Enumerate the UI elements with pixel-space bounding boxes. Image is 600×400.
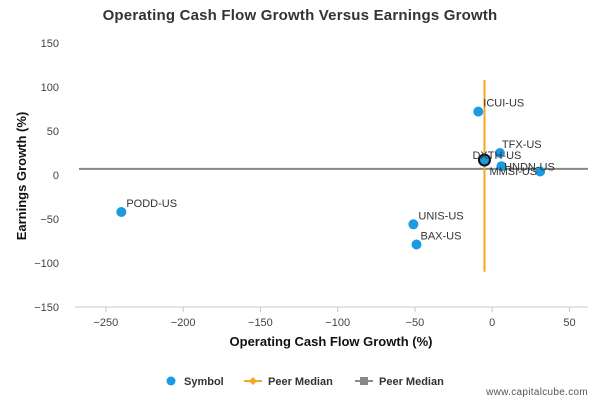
- point-label: DXTH-US: [472, 150, 521, 162]
- x-axis-label: Operating Cash Flow Growth (%): [230, 334, 433, 349]
- data-point: [496, 161, 507, 172]
- y-tick-label: 0: [53, 170, 59, 182]
- legend-label-peer-median-y: Peer Median: [379, 376, 444, 388]
- data-point: [408, 219, 419, 230]
- y-tick-label: −50: [40, 214, 59, 226]
- y-tick-label: 50: [47, 126, 59, 138]
- legend: Symbol Peer Median Peer Median: [166, 376, 444, 388]
- data-point: [494, 148, 505, 158]
- legend-label-symbol: Symbol: [184, 376, 224, 388]
- x-tick-label: 0: [489, 317, 495, 329]
- data-point: [411, 239, 422, 250]
- data-point: [116, 206, 127, 217]
- point-label: HNDN-US: [504, 161, 555, 173]
- chart-title: Operating Cash Flow Growth Versus Earnin…: [102, 7, 498, 24]
- y-axis-label: Earnings Growth (%): [14, 112, 29, 241]
- y-tick-label: 150: [41, 38, 59, 50]
- legend-label-peer-median-x: Peer Median: [268, 376, 333, 388]
- x-tick-label: −200: [171, 317, 196, 329]
- axes-layer: −250 −200 −150 −100 −50 0 50 −150 −100 −50 0 50 100 1…: [34, 38, 588, 329]
- x-tick-label: 50: [563, 317, 575, 329]
- data-point: [479, 155, 490, 166]
- legend-peer-median-x-diamond: [249, 377, 257, 385]
- data-point: [473, 106, 484, 117]
- credit-text: www.capitalcube.com: [485, 387, 588, 398]
- x-tick-label: −100: [325, 317, 350, 329]
- y-tick-label: −100: [34, 258, 59, 270]
- point-label: MMSI-US: [489, 166, 537, 178]
- legend-item-peer-median-y[interactable]: Peer Median: [355, 376, 444, 388]
- legend-item-peer-median-x[interactable]: Peer Median: [244, 376, 333, 388]
- legend-item-symbol[interactable]: Symbol: [166, 376, 224, 388]
- highlight-marker: [477, 153, 491, 167]
- x-tick-label: −250: [94, 317, 119, 329]
- x-tick-label: −50: [406, 317, 425, 329]
- point-label: ICUI-US: [483, 98, 524, 110]
- data-points: [116, 106, 546, 250]
- point-label: TFX-US: [502, 139, 542, 151]
- legend-peer-median-y-square: [360, 377, 368, 385]
- data-point: [535, 166, 546, 177]
- y-tick-label: −150: [34, 302, 59, 314]
- point-label: BAX-US: [420, 231, 461, 243]
- y-tick-label: 100: [41, 82, 59, 94]
- point-label: UNIS-US: [418, 210, 463, 222]
- legend-symbol-marker: [166, 376, 176, 386]
- point-label: PODD-US: [126, 198, 177, 210]
- x-tick-label: −150: [248, 317, 273, 329]
